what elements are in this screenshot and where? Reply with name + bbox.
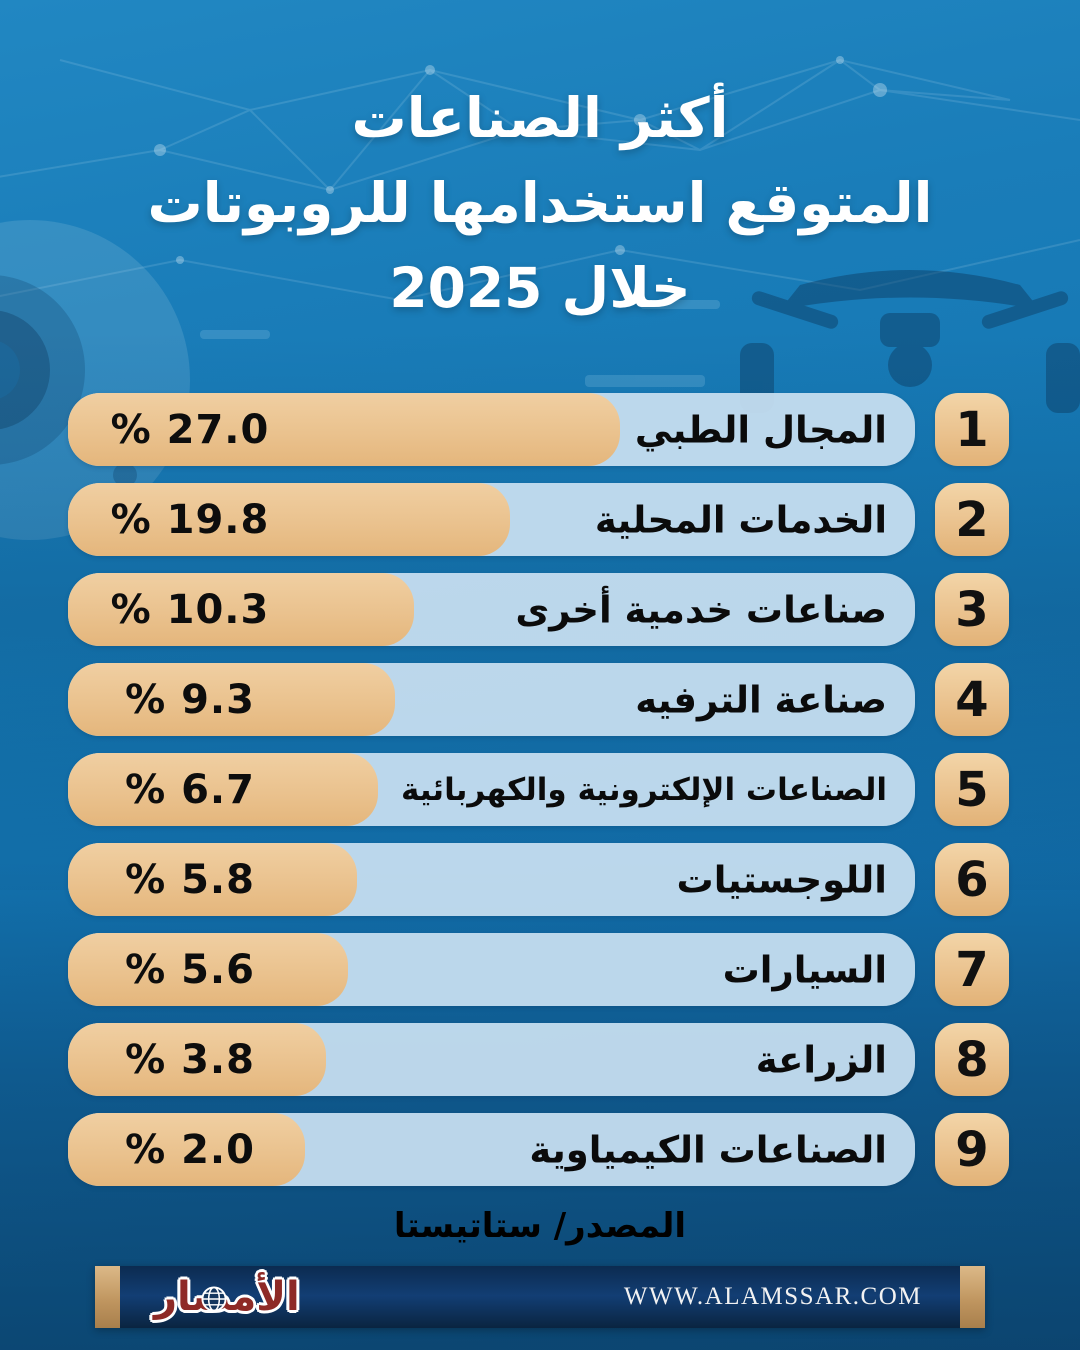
table-row: % 3.8 الزراعة 8 xyxy=(68,1023,1009,1096)
bar-label: صناعة الترفيه xyxy=(635,678,887,721)
bar-fill xyxy=(68,393,621,466)
bar-track: % 10.3 صناعات خدمية أخرى xyxy=(68,573,915,646)
bar-chart: % 27.0 المجال الطبي 1 % 19.8 الخدمات الم… xyxy=(68,393,1009,1203)
page-title: أكثر الصناعات المتوقع استخدامها للروبوتا… xyxy=(0,76,1080,331)
title-line-3: خلال 2025 xyxy=(389,256,691,320)
bar-value: % 6.7 xyxy=(125,766,255,813)
bar-fill xyxy=(68,663,395,736)
table-row: % 27.0 المجال الطبي 1 xyxy=(68,393,1009,466)
bar-label: اللوجستيات xyxy=(676,858,887,901)
rank-badge: 5 xyxy=(935,753,1009,826)
bar-label: الزراعة xyxy=(755,1038,887,1081)
bar-label: المجال الطبي xyxy=(634,408,887,451)
rank-badge: 6 xyxy=(935,843,1009,916)
table-row: % 10.3 صناعات خدمية أخرى 3 xyxy=(68,573,1009,646)
bar-track: % 19.8 الخدمات المحلية xyxy=(68,483,915,556)
bar-label: السيارات xyxy=(722,948,887,991)
bar-fill xyxy=(68,1023,327,1096)
bar-track: % 6.7 الصناعات الإلكترونية والكهربائية xyxy=(68,753,915,826)
bar-track: % 2.0 الصناعات الكيمياوية xyxy=(68,1113,915,1186)
bar-fill xyxy=(68,483,511,556)
rank-badge: 1 xyxy=(935,393,1009,466)
globe-icon xyxy=(201,1286,227,1312)
bar-fill xyxy=(68,933,349,1006)
bar-label: الصناعات الإلكترونية والكهربائية xyxy=(400,771,887,808)
bar-fill xyxy=(68,573,415,646)
rank-badge: 2 xyxy=(935,483,1009,556)
rank-badge: 4 xyxy=(935,663,1009,736)
website-url: WWW.ALAMSSAR.COM xyxy=(623,1283,922,1310)
bar-fill xyxy=(68,1113,306,1186)
footer-bar: الأمصار WWW.ALAMSSAR.COM xyxy=(95,1266,985,1328)
table-row: % 6.7 الصناعات الإلكترونية والكهربائية 5 xyxy=(68,753,1009,826)
bar-value: % 2.0 xyxy=(125,1126,255,1173)
bar-value: % 9.3 xyxy=(125,676,255,723)
rank-badge: 9 xyxy=(935,1113,1009,1186)
title-line-1: أكثر الصناعات xyxy=(351,86,729,150)
bar-value: % 27.0 xyxy=(110,406,270,453)
rank-badge: 7 xyxy=(935,933,1009,1006)
table-row: % 5.6 السيارات 7 xyxy=(68,933,1009,1006)
source-text: المصدر/ ستاتيستا xyxy=(393,1206,687,1246)
bar-value: % 3.8 xyxy=(125,1036,255,1083)
bar-fill xyxy=(68,843,357,916)
brand-logo: الأمصار xyxy=(154,1277,300,1317)
bar-track: % 9.3 صناعة الترفيه xyxy=(68,663,915,736)
rank-badge: 3 xyxy=(935,573,1009,646)
table-row: % 19.8 الخدمات المحلية 2 xyxy=(68,483,1009,556)
brand-logo-text: الأمصار xyxy=(154,1274,300,1320)
footer-accent-right xyxy=(960,1266,985,1328)
bar-track: % 27.0 المجال الطبي xyxy=(68,393,915,466)
table-row: % 5.8 اللوجستيات 6 xyxy=(68,843,1009,916)
rank-badge: 8 xyxy=(935,1023,1009,1096)
bar-fill xyxy=(68,753,378,826)
bar-value: % 5.6 xyxy=(125,946,255,993)
bar-track: % 5.6 السيارات xyxy=(68,933,915,1006)
table-row: % 9.3 صناعة الترفيه 4 xyxy=(68,663,1009,736)
title-line-2: المتوقع استخدامها للروبوتات xyxy=(147,171,933,235)
bar-track: % 3.8 الزراعة xyxy=(68,1023,915,1096)
bar-value: % 19.8 xyxy=(110,496,270,543)
bar-value: % 5.8 xyxy=(125,856,255,903)
table-row: % 2.0 الصناعات الكيمياوية 9 xyxy=(68,1113,1009,1186)
bar-value: % 10.3 xyxy=(110,586,270,633)
footer-inner: الأمصار WWW.ALAMSSAR.COM xyxy=(120,1266,960,1328)
footer-accent-left xyxy=(95,1266,120,1328)
bar-label: الصناعات الكيمياوية xyxy=(529,1128,887,1171)
bar-label: الخدمات المحلية xyxy=(594,498,887,541)
bar-label: صناعات خدمية أخرى xyxy=(515,588,887,631)
bar-track: % 5.8 اللوجستيات xyxy=(68,843,915,916)
